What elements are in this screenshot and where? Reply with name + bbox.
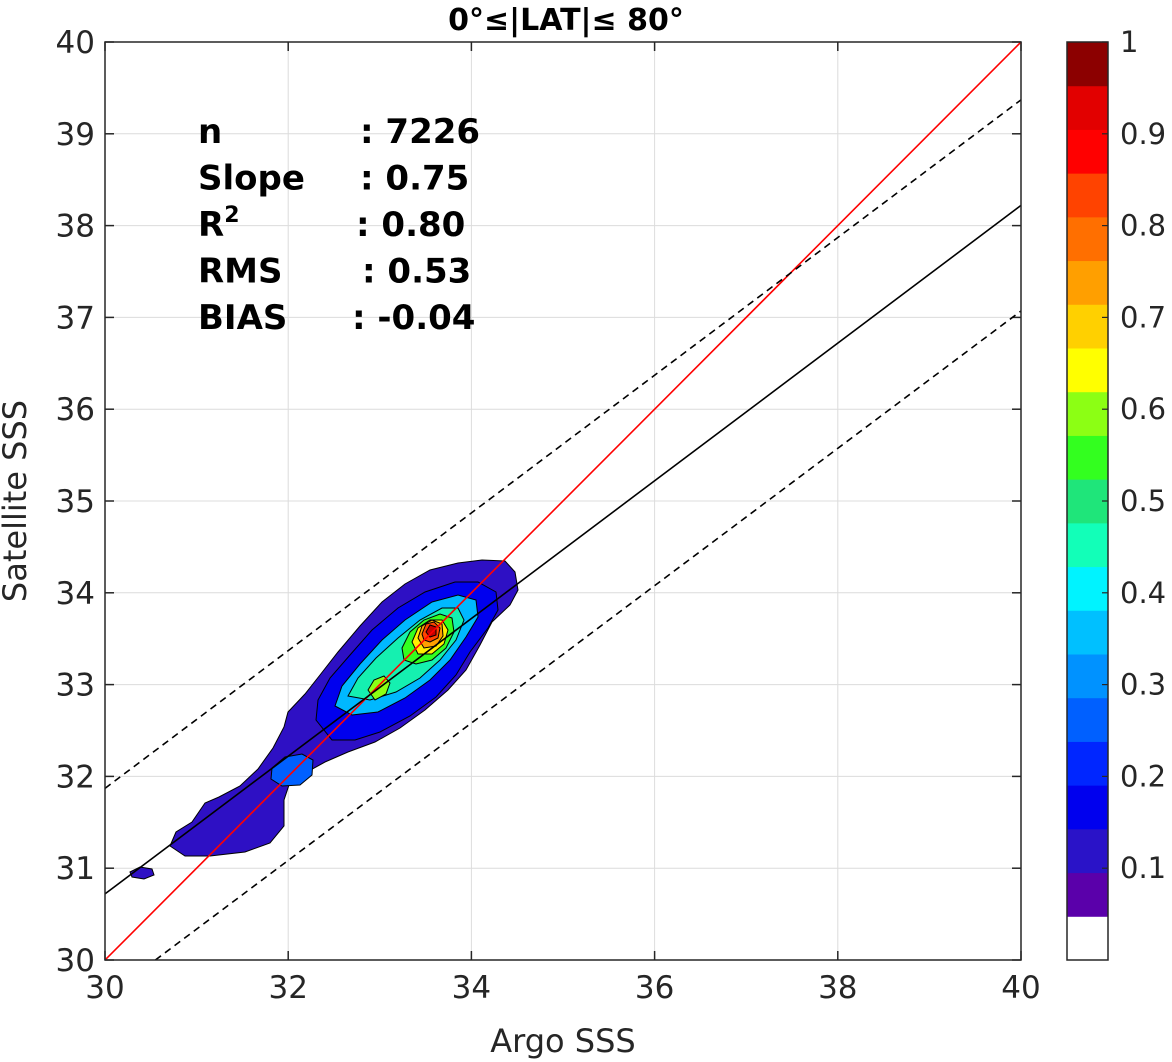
y-tick-label: 40 [56, 25, 95, 61]
stats-annotation: n : 7226 Slope : 0.75 R2 : 0.80 RMS : 0.53 BIAS:… [198, 112, 480, 338]
colorbar-tick-label: 0.8 [1120, 209, 1166, 243]
colorbar-swatch [1067, 785, 1108, 830]
colorbar-tick-label: 0.4 [1120, 576, 1166, 610]
stat-label: BIAS [198, 298, 287, 338]
stat-superscript: 2 [224, 203, 239, 228]
colorbar-swatch [1067, 522, 1108, 568]
tick-labels: 30 32 34 36 38 40 30 31 32 33 34 35 36 37 38 39 40 [56, 25, 1041, 1006]
y-tick-label: 30 [56, 943, 95, 979]
stat-value: : -0.04 [352, 298, 475, 338]
stat-value: : 7226 [360, 112, 480, 152]
x-axis-label: Argo SSS [490, 1022, 635, 1060]
colorbar-swatch [1067, 348, 1108, 393]
colorbar-swatch [1067, 479, 1108, 524]
y-tick-label: 37 [56, 300, 95, 336]
x-tick-label: 38 [818, 970, 857, 1006]
plot-frame [104, 41, 1022, 961]
y-axis-label: Satellite SSS [0, 400, 34, 602]
stat-value: : 0.80 [356, 205, 465, 245]
stat-label: RMS [198, 252, 283, 292]
colorbar-swatch [1067, 173, 1108, 218]
x-tick-label: 34 [452, 970, 491, 1006]
colorbar-tick-label: 0.1 [1120, 851, 1166, 885]
colorbar-swatch [1067, 828, 1108, 874]
colorbar-swatch [1067, 916, 1108, 961]
colorbar-tick-label: 0.7 [1120, 300, 1166, 334]
chart-title: 0°≤|LAT|≤ 80° [448, 3, 684, 38]
colorbar-swatch [1067, 566, 1108, 611]
colorbar-tick-label: 0.3 [1120, 668, 1166, 702]
y-tick-label: 38 [56, 209, 95, 245]
colorbar-swatch [1067, 697, 1108, 742]
stat-label: n [198, 112, 222, 152]
stat-value: : 0.53 [362, 252, 471, 292]
x-tick-label: 36 [635, 970, 674, 1006]
stat-label: R2 [198, 203, 240, 245]
colorbar-swatch [1067, 260, 1108, 305]
x-tick-label: 30 [85, 970, 124, 1006]
contour-level-0.95 [425, 624, 437, 638]
colorbar-tick-label: 0.6 [1120, 392, 1166, 426]
y-tick-label: 33 [56, 668, 95, 704]
y-tick-label: 35 [56, 484, 95, 520]
colorbar: 0.1 0.2 0.3 0.4 0.5 0.6 0.7 0.8 0.9 1 [1066, 25, 1166, 961]
colorbar-tick-label: 0.9 [1120, 117, 1166, 151]
y-tick-label: 34 [56, 576, 95, 612]
colorbar-swatch [1067, 42, 1108, 87]
colorbar-swatch [1067, 304, 1108, 349]
colorbar-swatch [1067, 216, 1108, 262]
x-tick-label: 32 [268, 970, 307, 1006]
regression-line [105, 204, 1021, 895]
y-tick-label: 31 [56, 851, 95, 887]
colorbar-swatch [1067, 391, 1108, 436]
one-to-one-line [105, 42, 1021, 960]
stat-label: Slope [198, 159, 305, 199]
colorbar-swatch [1067, 872, 1108, 917]
upper-bound-line [105, 99, 1021, 789]
colorbar-swatch [1067, 610, 1108, 655]
colorbar-swatch [1067, 129, 1108, 174]
colorbar-tick-label: 0.2 [1120, 759, 1166, 793]
colorbar-tick-label: 1 [1120, 25, 1138, 59]
x-tick-label: 40 [1001, 970, 1040, 1006]
lower-bound-line [154, 310, 1021, 960]
y-tick-label: 39 [56, 117, 95, 153]
stat-value: : 0.75 [360, 159, 469, 199]
y-tick-label: 32 [56, 759, 95, 795]
reference-lines [105, 42, 1021, 960]
y-tick-label: 36 [56, 392, 95, 428]
colorbar-swatch [1067, 741, 1108, 786]
colorbar-swatch [1067, 85, 1108, 130]
colorbar-swatch [1067, 654, 1108, 699]
colorbar-tick-label: 0.5 [1120, 484, 1166, 518]
colorbar-swatch [1067, 435, 1108, 480]
